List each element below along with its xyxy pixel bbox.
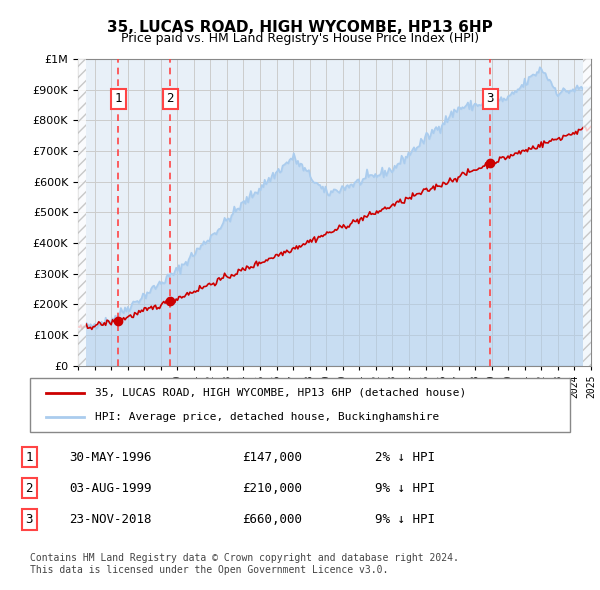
Text: £660,000: £660,000	[242, 513, 302, 526]
Text: 2: 2	[26, 481, 33, 495]
Text: 1: 1	[26, 451, 33, 464]
Text: HPI: Average price, detached house, Buckinghamshire: HPI: Average price, detached house, Buck…	[95, 412, 439, 422]
Bar	[78, 59, 86, 366]
Text: Price paid vs. HM Land Registry's House Price Index (HPI): Price paid vs. HM Land Registry's House …	[121, 32, 479, 45]
Text: £210,000: £210,000	[242, 481, 302, 495]
Text: 9% ↓ HPI: 9% ↓ HPI	[375, 513, 435, 526]
Text: 30-MAY-1996: 30-MAY-1996	[70, 451, 152, 464]
Text: 9% ↓ HPI: 9% ↓ HPI	[375, 481, 435, 495]
Text: 1: 1	[114, 93, 122, 106]
Text: 35, LUCAS ROAD, HIGH WYCOMBE, HP13 6HP: 35, LUCAS ROAD, HIGH WYCOMBE, HP13 6HP	[107, 20, 493, 35]
Bar	[583, 59, 591, 366]
Text: £147,000: £147,000	[242, 451, 302, 464]
Text: Contains HM Land Registry data © Crown copyright and database right 2024.
This d: Contains HM Land Registry data © Crown c…	[30, 553, 459, 575]
Text: 3: 3	[487, 93, 494, 106]
Text: 35, LUCAS ROAD, HIGH WYCOMBE, HP13 6HP (detached house): 35, LUCAS ROAD, HIGH WYCOMBE, HP13 6HP (…	[95, 388, 466, 398]
Text: 2: 2	[167, 93, 174, 106]
Text: 23-NOV-2018: 23-NOV-2018	[70, 513, 152, 526]
Text: 3: 3	[26, 513, 33, 526]
FancyBboxPatch shape	[30, 378, 570, 432]
Text: 2% ↓ HPI: 2% ↓ HPI	[375, 451, 435, 464]
Text: 03-AUG-1999: 03-AUG-1999	[70, 481, 152, 495]
